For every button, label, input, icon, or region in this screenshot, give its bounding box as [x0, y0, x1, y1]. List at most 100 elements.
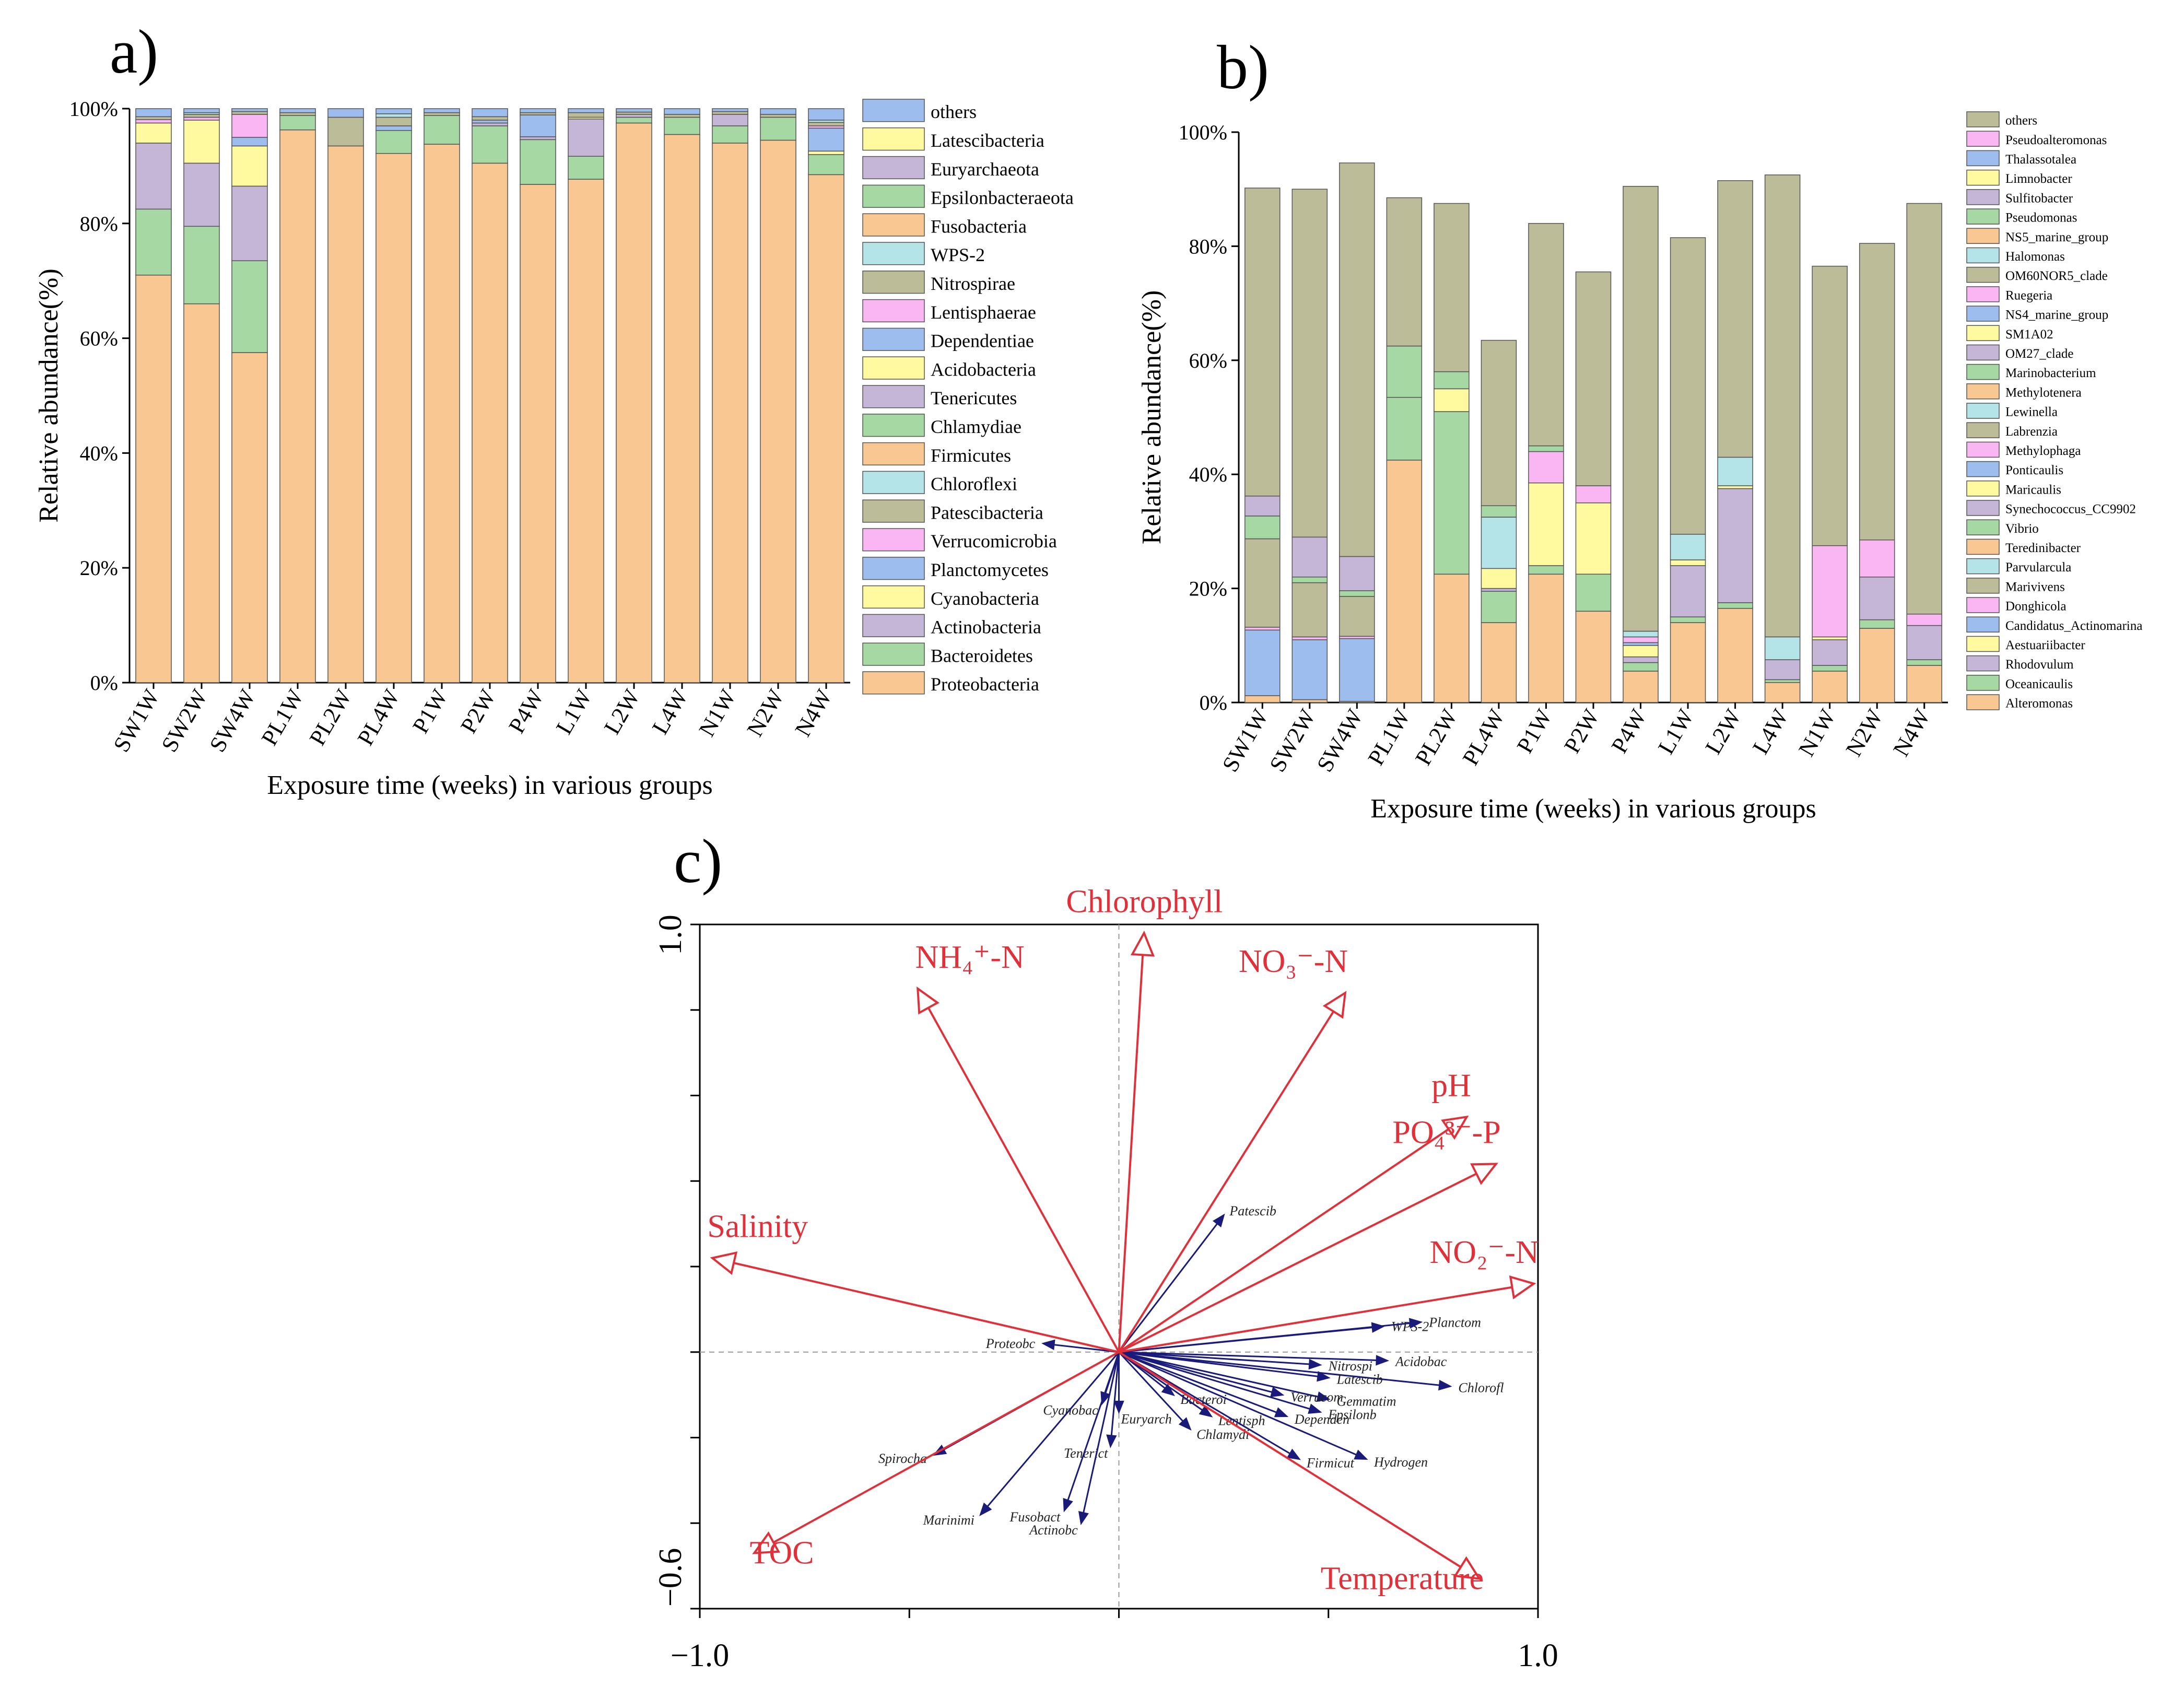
bar-segment-sw2w-actinobacteria — [183, 162, 220, 227]
bar-segment-l1w-rhodovulum — [1670, 565, 1706, 617]
x-axis-label: Exposure time (weeks) in various groups — [267, 770, 712, 800]
taxa-arrow-latescib-head — [1317, 1371, 1331, 1382]
bar-segment-n1w-others — [1812, 265, 1848, 546]
bar-segment-l2w-oceanicaulis — [1717, 602, 1753, 609]
legend-swatch-sulfitobacter — [1966, 189, 2000, 205]
bar-segment-sw2w-candidatus-actinomarina — [1291, 639, 1328, 700]
legend-label-halomonas: Halomonas — [2005, 250, 2065, 264]
bar-segment-l2w-alteromonas — [1717, 608, 1753, 703]
bar-segment-n4w-donghicola — [1906, 613, 1942, 626]
taxa-arrow-acidobac-shaft — [1119, 1351, 1382, 1362]
env-label-temperature: Temperature — [1321, 1561, 1484, 1597]
env-label-po-p: PO₄³⁻-P — [1392, 1115, 1500, 1151]
x-tick-label-l4w: L4W — [1747, 705, 1793, 758]
env-arrow-salinity-shaft — [733, 1262, 1119, 1353]
bar-segment-pl4w-rhodovulum — [1481, 588, 1517, 592]
legend-label-chlamydiae: Chlamydiae — [931, 416, 1021, 437]
taxa-arrow-acidobac-head — [1376, 1355, 1390, 1366]
bar-segment-sw2w-cyanobacteria — [183, 120, 220, 164]
taxa-label-fusobact: Fusobact — [1009, 1509, 1061, 1525]
legend-swatch-om27-clade — [1966, 344, 2000, 361]
bar-segment-pl2w-proteobacteria — [327, 145, 364, 683]
bar-segment-pl4w-planctomycetes — [375, 125, 412, 131]
bar-segment-sw1w-synechococcus-cc9902 — [1244, 495, 1281, 517]
legend-swatch-marivivens — [1966, 578, 2000, 594]
bar-segment-p4w-donghicola — [1623, 636, 1659, 643]
legend-swatch-synechococcus-cc9902 — [1966, 500, 2000, 516]
x-tick-label-pl2w: PL2W — [1410, 705, 1462, 769]
x-tick-label-p1w: P1W — [407, 685, 453, 737]
y-tick-label: 80% — [1189, 235, 1227, 258]
taxa-arrow-dependen-shaft — [1118, 1351, 1282, 1415]
legend-label-lentisphaerae: Lentisphaerae — [931, 302, 1036, 323]
bar-segment-n4w-others — [808, 108, 844, 121]
bar-segment-p4w-rhodovulum — [1623, 656, 1659, 663]
bar-segment-sw2w-proteobacteria — [183, 303, 220, 683]
taxa-arrow-verrucom-head — [1270, 1387, 1285, 1398]
legend-swatch-verrucomicrobia — [862, 528, 925, 552]
legend-swatch-proteobacteria — [862, 671, 925, 695]
bar-segment-pl1w-bacteroidetes — [279, 115, 316, 131]
legend-label-ruegeria: Ruegeria — [2005, 288, 2052, 302]
legend-label-tenericutes: Tenericutes — [931, 388, 1017, 408]
bar-segment-l4w-alteromonas — [1764, 682, 1801, 703]
x-tick-label-sw2w: SW2W — [1264, 705, 1320, 776]
legend-swatch-firmicutes — [862, 442, 925, 466]
y-tick-label: 0% — [1200, 691, 1227, 714]
bar-segment-n1w-proteobacteria — [712, 143, 748, 683]
bar-segment-p2w-others — [1575, 271, 1612, 486]
x-tick-label-pl1w: PL1W — [1363, 705, 1415, 769]
bar-segment-p1w-others — [424, 108, 460, 113]
legend-swatch-dependentiae — [862, 327, 925, 351]
y-tick-label-min: −0.6 — [653, 1548, 688, 1607]
legend-swatch-ruegeria — [1966, 286, 2000, 302]
bar-segment-n4w-patescibacteria — [808, 122, 844, 126]
bar-segment-p4w-actinobacteria — [520, 136, 556, 140]
legend-label-limnobacter: Limnobacter — [2005, 172, 2072, 186]
legend-label-sm1a02: SM1A02 — [2005, 327, 2053, 342]
x-tick-label-n4w: N4W — [790, 685, 837, 741]
x-tick-label-pl2w: PL2W — [304, 685, 357, 749]
legend-label-planctomycetes: Planctomycetes — [931, 559, 1049, 580]
bar-segment-l2w-others — [616, 108, 652, 113]
legend-label-methylophaga: Methylophaga — [2005, 444, 2081, 458]
bar-segment-sw4w-actinobacteria — [231, 185, 268, 261]
taxa-arrow-epsilonb-shaft — [1119, 1351, 1316, 1411]
x-tick-label-n1w: N1W — [694, 685, 741, 741]
bar-segment-l1w-bacteroidetes — [568, 156, 604, 180]
legend-swatch-alteromonas — [1966, 694, 2000, 710]
legend-swatch-pseudomonas — [1966, 208, 2000, 225]
bar-segment-sw2w-verrucomicrobia — [183, 116, 220, 121]
bar-segment-pl1w-others — [1386, 197, 1423, 347]
bar-segment-pl2w-others — [327, 108, 364, 118]
bar-segment-pl2w-others — [1434, 203, 1470, 372]
legend-label-maricaulis: Maricaulis — [2005, 483, 2061, 497]
bar-segment-n1w-donghicola — [1812, 545, 1848, 638]
legend-swatch-lewinella — [1966, 403, 2000, 419]
bar-segment-sw2w-patescibacteria — [183, 114, 220, 118]
taxa-label-spirocha: Spirocha — [878, 1451, 927, 1466]
legend-swatch-pseudoalteromonas — [1966, 131, 2000, 147]
x-tick-label-n1w: N1W — [1793, 705, 1840, 760]
env-arrow-temperature-head — [1453, 1556, 1482, 1580]
taxa-arrow-nitrospi-head — [1308, 1358, 1322, 1370]
env-arrow-nh-n-head — [917, 986, 940, 1015]
y-axis-label: Relative abundance(%) — [1137, 290, 1167, 545]
x-tick-label-n2w: N2W — [1841, 705, 1888, 760]
legend-label-firmicutes: Firmicutes — [931, 445, 1011, 466]
legend-swatch-parvularcula — [1966, 558, 2000, 575]
bar-segment-l2w-proteobacteria — [616, 122, 652, 683]
bar-segment-sw1w-vibrio — [1244, 516, 1281, 540]
panel-label-a: a) — [110, 17, 159, 86]
x-tick-label-p4w: P4W — [1606, 705, 1652, 757]
legend-label-labrenzia: Labrenzia — [2005, 425, 2058, 439]
taxa-arrow-actinobc-head — [1078, 1511, 1089, 1526]
taxa-arrow-gemmatim-shaft — [1119, 1351, 1324, 1399]
bar-segment-pl2w-aestuariibacter — [1434, 388, 1470, 412]
legend-label-others: others — [931, 101, 977, 122]
bar-segment-pl1w-alteromonas — [1386, 460, 1423, 703]
x-tick-label-p2w: P2W — [455, 685, 501, 737]
legend-label-proteobacteria: Proteobacteria — [931, 674, 1039, 695]
bar-segment-p4w-parvularcula — [1623, 630, 1659, 638]
bar-segment-p1w-bacteroidetes — [424, 115, 460, 145]
